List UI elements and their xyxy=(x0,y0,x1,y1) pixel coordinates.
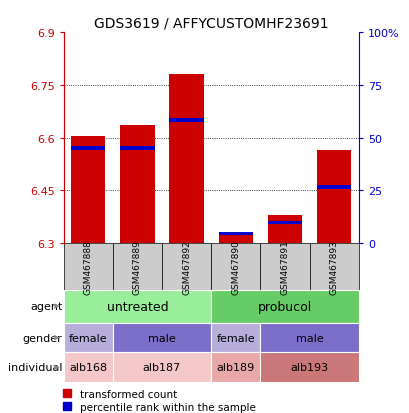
Bar xyxy=(218,233,252,236)
Text: untreated: untreated xyxy=(106,300,168,313)
Text: GSM467888: GSM467888 xyxy=(83,239,92,294)
Legend: transformed count, percentile rank within the sample: transformed count, percentile rank withi… xyxy=(63,389,255,412)
Bar xyxy=(211,244,260,290)
Bar xyxy=(112,244,162,290)
Bar xyxy=(63,244,112,290)
Bar xyxy=(267,216,301,244)
Bar xyxy=(120,146,154,151)
Bar xyxy=(316,151,351,244)
Title: GDS3619 / AFFYCUSTOMHF23691: GDS3619 / AFFYCUSTOMHF23691 xyxy=(94,17,328,31)
Text: alb189: alb189 xyxy=(216,363,254,373)
Text: GSM467890: GSM467890 xyxy=(231,239,240,294)
Text: probucol: probucol xyxy=(257,300,311,313)
Bar xyxy=(260,323,358,353)
Bar xyxy=(112,323,211,353)
Text: male: male xyxy=(295,333,323,343)
Bar xyxy=(71,146,105,151)
Bar xyxy=(316,186,351,189)
Bar xyxy=(162,244,211,290)
Text: alb187: alb187 xyxy=(142,363,181,373)
Bar xyxy=(63,353,112,382)
Text: male: male xyxy=(148,333,175,343)
Bar xyxy=(211,353,260,382)
Bar xyxy=(63,290,211,323)
Bar xyxy=(211,290,358,323)
Bar xyxy=(169,75,203,244)
Bar xyxy=(218,235,252,244)
Text: gender: gender xyxy=(23,333,63,343)
Text: alb193: alb193 xyxy=(290,363,328,373)
Bar xyxy=(71,137,105,244)
Text: GSM467893: GSM467893 xyxy=(329,239,338,294)
Bar xyxy=(169,118,203,123)
Bar xyxy=(120,126,154,244)
Text: alb168: alb168 xyxy=(69,363,107,373)
Bar xyxy=(260,353,358,382)
Bar xyxy=(112,353,211,382)
Text: female: female xyxy=(69,333,107,343)
Bar xyxy=(309,244,358,290)
Text: GSM467889: GSM467889 xyxy=(133,239,142,294)
Bar xyxy=(63,323,112,353)
Text: agent: agent xyxy=(30,301,63,311)
Text: GSM467891: GSM467891 xyxy=(280,239,289,294)
Bar xyxy=(267,221,301,224)
Text: female: female xyxy=(216,333,254,343)
Bar xyxy=(260,244,309,290)
Text: GSM467892: GSM467892 xyxy=(182,240,191,294)
Bar xyxy=(211,323,260,353)
Text: individual: individual xyxy=(8,363,63,373)
